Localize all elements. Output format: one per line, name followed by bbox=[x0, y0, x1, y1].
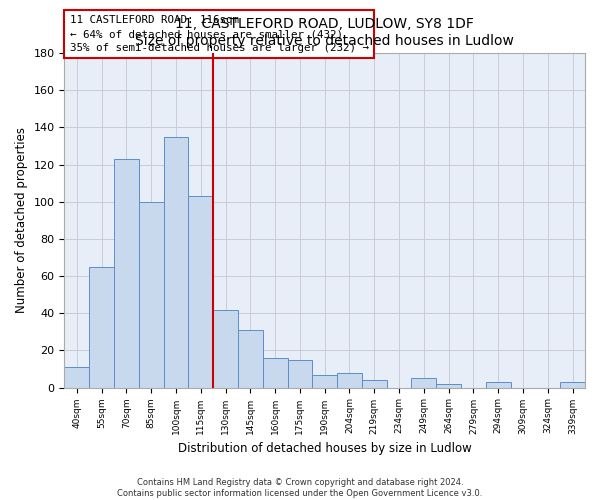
Y-axis label: Number of detached properties: Number of detached properties bbox=[15, 128, 28, 314]
Bar bbox=[238, 330, 263, 388]
Bar bbox=[560, 382, 585, 388]
Text: Contains HM Land Registry data © Crown copyright and database right 2024.
Contai: Contains HM Land Registry data © Crown c… bbox=[118, 478, 482, 498]
Bar bbox=[213, 310, 238, 388]
Bar bbox=[486, 382, 511, 388]
Bar bbox=[436, 384, 461, 388]
Bar bbox=[188, 196, 213, 388]
Bar bbox=[287, 360, 313, 388]
Bar bbox=[89, 267, 114, 388]
Bar bbox=[337, 372, 362, 388]
Bar bbox=[64, 367, 89, 388]
Bar bbox=[263, 358, 287, 388]
Bar bbox=[412, 378, 436, 388]
Title: 11, CASTLEFORD ROAD, LUDLOW, SY8 1DF
Size of property relative to detached house: 11, CASTLEFORD ROAD, LUDLOW, SY8 1DF Siz… bbox=[135, 18, 514, 48]
Text: 11 CASTLEFORD ROAD: 116sqm
← 64% of detached houses are smaller (432)
35% of sem: 11 CASTLEFORD ROAD: 116sqm ← 64% of deta… bbox=[70, 15, 368, 53]
Bar bbox=[313, 374, 337, 388]
Bar bbox=[139, 202, 164, 388]
Bar bbox=[362, 380, 386, 388]
Bar bbox=[114, 159, 139, 388]
X-axis label: Distribution of detached houses by size in Ludlow: Distribution of detached houses by size … bbox=[178, 442, 472, 455]
Bar bbox=[164, 136, 188, 388]
